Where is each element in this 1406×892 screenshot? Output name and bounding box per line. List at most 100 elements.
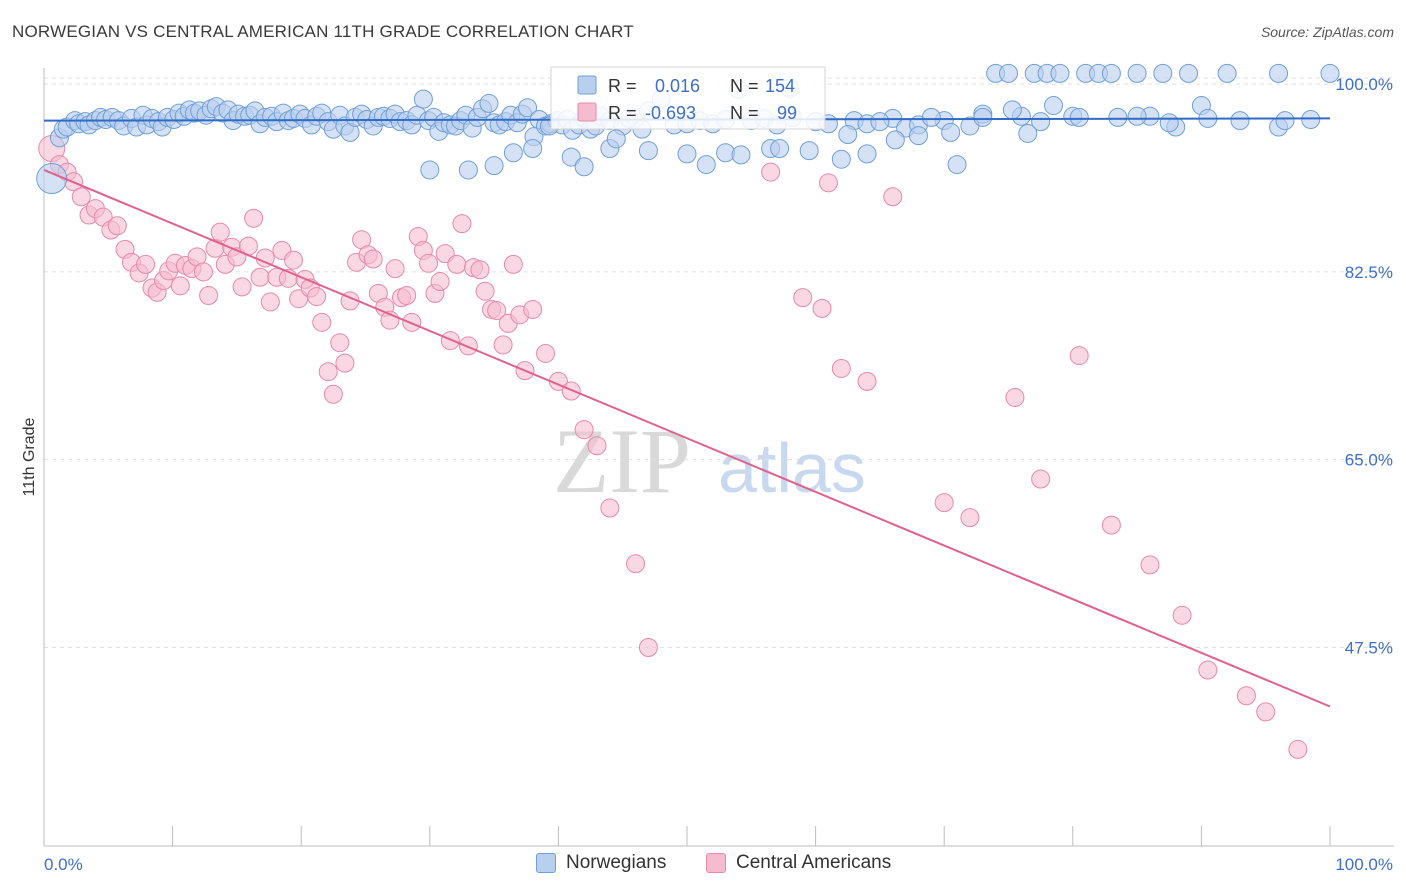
data-point bbox=[318, 362, 338, 382]
data-point bbox=[1275, 111, 1295, 131]
data-point bbox=[307, 287, 327, 307]
data-point bbox=[283, 250, 303, 270]
data-point bbox=[1256, 702, 1276, 722]
data-point bbox=[210, 222, 230, 242]
data-point bbox=[503, 254, 523, 274]
data-point bbox=[484, 156, 504, 176]
data-point bbox=[574, 157, 594, 177]
legend-item-central-americans: Central Americans bbox=[706, 852, 891, 874]
data-point bbox=[1127, 63, 1147, 83]
data-point bbox=[503, 143, 523, 163]
data-point bbox=[1288, 739, 1308, 759]
data-point bbox=[1108, 107, 1128, 127]
data-point bbox=[523, 299, 543, 319]
data-point bbox=[447, 254, 467, 274]
data-point bbox=[696, 155, 716, 175]
legend-n-value-2: 99 bbox=[777, 103, 797, 123]
data-point bbox=[885, 130, 905, 150]
legend-bottom: Norwegians Central Americans bbox=[0, 850, 1406, 880]
data-point bbox=[170, 276, 190, 296]
data-point bbox=[1159, 113, 1179, 133]
data-point bbox=[312, 312, 332, 332]
data-point bbox=[960, 508, 980, 528]
data-point bbox=[71, 187, 91, 207]
data-point bbox=[799, 141, 819, 161]
data-point bbox=[1320, 63, 1340, 83]
data-point bbox=[260, 292, 280, 312]
y-tick-label: 100.0% bbox=[1335, 75, 1393, 94]
y-axis-label: 11th Grade bbox=[21, 417, 38, 496]
data-point bbox=[1179, 63, 1199, 83]
legend-swatch-blue bbox=[536, 853, 556, 873]
data-point bbox=[413, 89, 433, 109]
x-tick-label-min: 0.0% bbox=[44, 855, 83, 874]
data-point bbox=[587, 436, 607, 456]
data-point bbox=[1172, 605, 1192, 625]
x-tick-label-max: 100.0% bbox=[1335, 855, 1393, 874]
data-point bbox=[818, 173, 838, 193]
data-point bbox=[1044, 96, 1064, 116]
data-point bbox=[385, 259, 405, 279]
data-point bbox=[363, 249, 383, 269]
central-americans-trend-line bbox=[43, 169, 1331, 708]
data-point bbox=[1198, 660, 1218, 680]
data-point bbox=[397, 285, 417, 305]
data-point bbox=[831, 149, 851, 169]
data-point bbox=[193, 262, 213, 282]
data-point bbox=[1069, 107, 1089, 127]
data-point bbox=[561, 147, 581, 167]
data-point bbox=[452, 214, 472, 234]
data-point bbox=[677, 144, 697, 164]
legend-n-value-1: 154 bbox=[765, 76, 795, 96]
grid-lines bbox=[44, 77, 1394, 648]
data-point bbox=[487, 301, 507, 321]
legend-r-label-2: R = bbox=[608, 103, 637, 123]
data-point bbox=[941, 122, 961, 142]
y-tick-label: 82.5% bbox=[1345, 263, 1393, 282]
legend-r-value-2: -0.693 bbox=[645, 103, 696, 123]
data-point bbox=[107, 216, 127, 236]
source-credit: Source: ZipAtlas.com bbox=[1260, 24, 1394, 40]
data-point bbox=[1301, 110, 1321, 130]
y-tick-labels: 100.0% 82.5% 65.0% 47.5% bbox=[1335, 75, 1393, 657]
data-point bbox=[1153, 63, 1173, 83]
data-point bbox=[638, 637, 658, 657]
data-point bbox=[419, 253, 439, 273]
data-point bbox=[921, 107, 941, 127]
legend-top: R = 0.016 N = 154 R = -0.693 N = 99 bbox=[550, 66, 826, 130]
data-point bbox=[1230, 111, 1250, 131]
data-point bbox=[574, 420, 594, 440]
data-point bbox=[838, 125, 858, 145]
legend-swatch-central-americans bbox=[577, 102, 597, 122]
data-point bbox=[1101, 63, 1121, 83]
data-point bbox=[136, 254, 156, 274]
data-point bbox=[458, 160, 478, 180]
legend-r-value-1: 0.016 bbox=[655, 76, 700, 96]
data-point bbox=[1140, 555, 1160, 575]
data-point bbox=[831, 358, 851, 378]
data-point bbox=[600, 498, 620, 518]
data-point bbox=[1018, 123, 1038, 143]
data-point bbox=[1236, 686, 1256, 706]
data-point bbox=[536, 343, 556, 363]
x-ticks bbox=[172, 826, 1331, 846]
data-point bbox=[1005, 387, 1025, 407]
data-point bbox=[934, 493, 954, 513]
data-point bbox=[973, 107, 993, 127]
data-point bbox=[638, 141, 658, 161]
data-point bbox=[479, 93, 499, 113]
data-point bbox=[1031, 469, 1051, 489]
data-point bbox=[493, 335, 513, 355]
data-point bbox=[870, 112, 890, 132]
data-point bbox=[250, 267, 270, 287]
data-point bbox=[947, 155, 967, 175]
y-tick-label: 65.0% bbox=[1345, 451, 1393, 470]
legend-swatch-norwegians bbox=[577, 75, 597, 95]
legend-label-norwegians: Norwegians bbox=[566, 852, 667, 873]
data-point bbox=[857, 371, 877, 391]
legend-item-norwegians: Norwegians bbox=[536, 852, 666, 874]
data-point bbox=[1069, 346, 1089, 366]
legend-label-central-americans: Central Americans bbox=[736, 852, 892, 873]
chart-title: NORWEGIAN VS CENTRAL AMERICAN 11TH GRADE… bbox=[12, 22, 634, 41]
